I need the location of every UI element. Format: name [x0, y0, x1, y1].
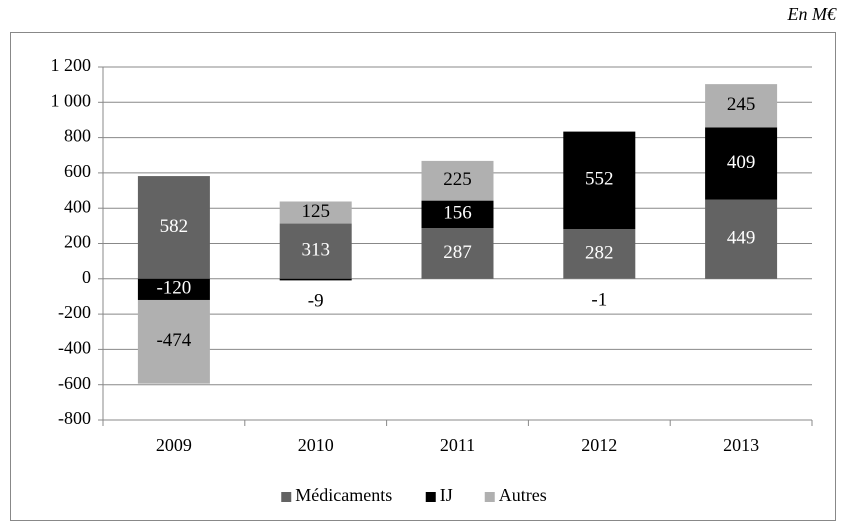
- value-label: -474: [156, 330, 191, 351]
- bar-segment: [705, 84, 778, 128]
- value-label: 225: [443, 169, 472, 190]
- unit-annotation: En M€: [787, 4, 837, 24]
- y-tick-label: 1 000: [51, 90, 92, 110]
- value-label: 313: [301, 240, 330, 261]
- bar-segment: [421, 228, 494, 279]
- bar-segment: [279, 278, 352, 281]
- bar-segment: [279, 223, 352, 279]
- value-label: 287: [443, 242, 472, 263]
- bar-segment: [137, 299, 210, 384]
- value-label: 449: [727, 228, 756, 249]
- x-tick-label: 2010: [298, 435, 334, 455]
- y-tick-label: 400: [64, 196, 91, 216]
- legend-label: Autres: [499, 485, 547, 505]
- y-tick-label: -400: [58, 338, 91, 358]
- value-label: 582: [160, 216, 189, 237]
- bar-segment: [137, 176, 210, 279]
- bar-segment: [279, 201, 352, 224]
- x-tick-label: 2012: [581, 435, 617, 455]
- value-label: 552: [585, 169, 614, 190]
- value-label: 282: [585, 242, 614, 263]
- bar-segment: [563, 131, 636, 230]
- y-tick-label: 1 200: [51, 55, 92, 75]
- bar-segment: [705, 127, 778, 200]
- y-tick-label: -200: [58, 302, 91, 322]
- x-tick-label: 2013: [723, 435, 759, 455]
- legend-label: IJ: [440, 485, 453, 505]
- y-tick-label: 600: [64, 161, 91, 181]
- legend-swatch: [281, 492, 292, 502]
- bar-segment: [421, 160, 494, 201]
- legend-label: Médicaments: [295, 485, 392, 505]
- value-label: 245: [727, 94, 756, 115]
- x-tick-label: 2009: [156, 435, 192, 455]
- y-tick-label: 0: [82, 267, 91, 287]
- bar-segment: [563, 229, 636, 279]
- legend-swatch: [484, 492, 495, 502]
- value-label: 156: [443, 203, 472, 224]
- x-tick-label: 2011: [440, 435, 475, 455]
- value-label: -9: [308, 291, 324, 312]
- value-label: -120: [156, 278, 191, 299]
- value-label: 409: [727, 152, 756, 173]
- bar-segment: [137, 278, 210, 300]
- value-label: -1: [591, 289, 607, 310]
- bar-segment: [705, 199, 778, 279]
- bar-segment: [421, 200, 494, 229]
- y-tick-label: -800: [58, 408, 91, 428]
- y-tick-label: 800: [64, 126, 91, 146]
- y-tick-label: -600: [58, 373, 91, 393]
- y-tick-label: 200: [64, 232, 91, 252]
- legend-swatch: [425, 492, 436, 502]
- value-label: 125: [301, 201, 330, 222]
